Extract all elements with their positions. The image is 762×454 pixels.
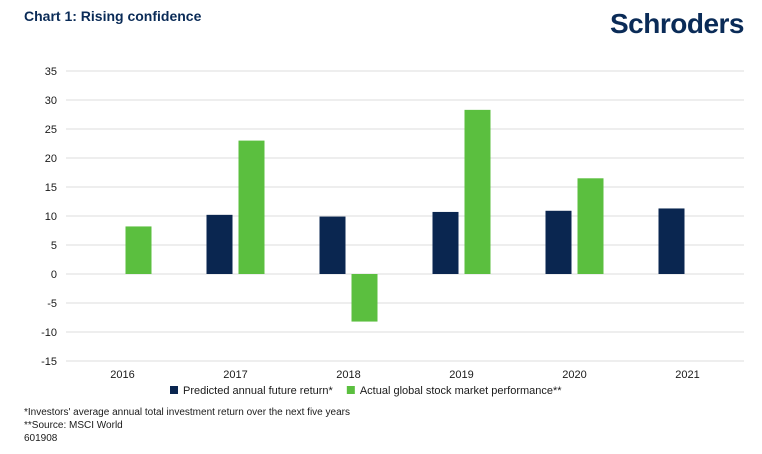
y-tick-label: -15 [41,356,57,368]
footnote-investors: *Investors' average annual total investm… [24,407,350,418]
x-tick-label: 2017 [223,369,247,381]
y-tick-label: 5 [51,240,57,252]
bar-predicted-2019 [432,211,459,274]
legend-swatch [346,386,355,394]
legend-label: Predicted annual future return* [183,385,334,397]
bar-predicted-2017 [206,214,233,274]
y-tick-label: 25 [45,124,57,136]
y-tick-label: -5 [47,298,57,310]
y-tick-label: 20 [45,153,57,165]
bar-actual-2020 [577,178,604,274]
x-tick-label: 2020 [562,369,586,381]
x-tick-label: 2021 [675,369,699,381]
bar-actual-2018 [351,274,378,322]
y-tick-label: -10 [41,327,57,339]
y-tick-label: 15 [45,182,57,194]
legend-swatch [170,386,178,394]
footnotes: *Investors' average annual total investm… [24,406,350,445]
footnote-code: 601908 [24,433,58,444]
x-tick-label: 2019 [449,369,473,381]
chart-title: Chart 1: Rising confidence [24,8,202,24]
bar-actual-2017 [238,140,265,274]
footnote-source: **Source: MSCI World [24,420,123,431]
bar-actual-2016 [125,226,152,274]
y-tick-label: 10 [45,211,57,223]
legend-label: Actual global stock market performance** [360,385,562,397]
bar-predicted-2018 [319,216,346,274]
x-tick-label: 2016 [110,369,134,381]
bar-predicted-2021 [658,208,685,274]
bar-predicted-2020 [545,210,572,274]
x-tick-label: 2018 [336,369,360,381]
y-tick-label: 0 [51,269,57,281]
schroders-logo: Schroders [610,8,745,39]
y-tick-label: 30 [45,95,57,107]
y-tick-label: 35 [45,66,57,78]
bar-actual-2019 [464,109,491,274]
bar-chart: 35 30 25 20 15 10 5 0 -5 -10 -15 2016 2017 2018 2019 2… [41,66,744,397]
